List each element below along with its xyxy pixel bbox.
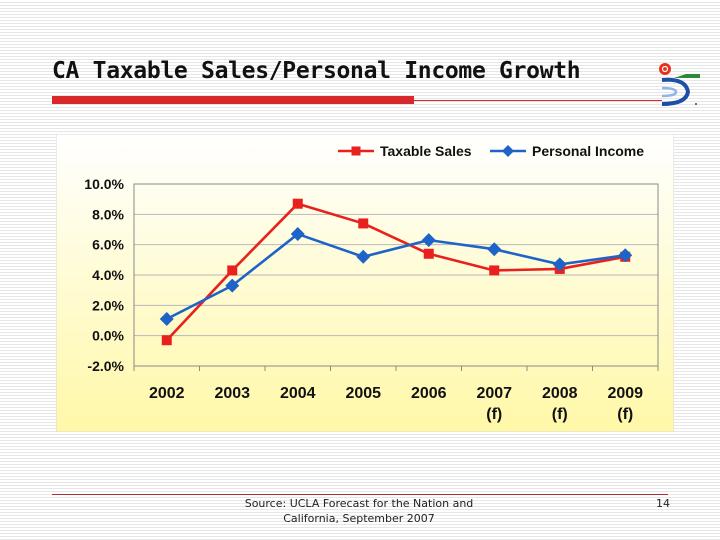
- data-point: [421, 233, 436, 248]
- data-point: [423, 248, 434, 259]
- y-tick-label: -2.0%: [87, 358, 124, 374]
- source-note: Source: UCLA Forecast for the Nation and…: [225, 496, 493, 526]
- y-tick-label: 10.0%: [84, 176, 124, 192]
- series-lines: [159, 198, 633, 346]
- line-chart: 10.0% 8.0% 6.0% 4.0% 2.0% 0.0% -2.0% 2002 2003 20…: [56, 134, 674, 432]
- chart-panel: 10.0% 8.0% 6.0% 4.0% 2.0% 0.0% -2.0% 2002 2003 20…: [56, 134, 674, 432]
- x-tick-label: 2005: [345, 385, 381, 402]
- data-point: [356, 249, 371, 264]
- data-point: [618, 248, 633, 263]
- y-tick-label: 8.0%: [92, 206, 124, 222]
- legend-marker: [502, 145, 514, 157]
- y-tick-label: 2.0%: [92, 297, 124, 313]
- data-point: [159, 311, 174, 326]
- legend-label: Taxable Sales: [380, 143, 472, 159]
- x-tick-label: 2009 (f): [607, 385, 643, 423]
- legend: Taxable Sales Personal Income: [338, 143, 644, 159]
- source-line-1: Source: UCLA Forecast for the Nation and: [244, 497, 474, 510]
- x-tick-label: 2007 (f): [476, 385, 512, 423]
- data-point: [487, 242, 502, 257]
- title-underline-bar: [52, 96, 414, 104]
- x-tick-label: 2003: [214, 385, 250, 402]
- axes: 10.0% 8.0% 6.0% 4.0% 2.0% 0.0% -2.0% 2002 2003 20…: [84, 176, 659, 423]
- x-tick-label: 2004: [280, 385, 316, 402]
- legend-marker: [351, 146, 361, 156]
- series-line: [166, 232, 626, 321]
- y-tick-label: 6.0%: [92, 237, 124, 253]
- data-point: [227, 265, 238, 276]
- x-tick-label: 2002: [149, 385, 185, 402]
- y-tick-label: 4.0%: [92, 267, 124, 283]
- data-point: [358, 218, 369, 229]
- data-point: [292, 198, 303, 209]
- slide-title: CA Taxable Sales/Personal Income Growth: [52, 58, 581, 84]
- data-point: [552, 257, 567, 272]
- title-underline-rule: [414, 100, 662, 101]
- footer-rule: [52, 494, 668, 495]
- company-logo-icon: [659, 63, 700, 106]
- series-line: [165, 202, 626, 342]
- x-tick-label: 2006: [411, 385, 447, 402]
- data-point: [290, 227, 305, 242]
- data-point: [161, 335, 172, 346]
- y-tick-label: 0.0%: [92, 328, 124, 344]
- legend-label: Personal Income: [532, 143, 644, 159]
- data-point: [489, 265, 500, 276]
- data-point: [225, 278, 240, 293]
- page-number: 14: [656, 497, 670, 510]
- source-line-2: California, September 2007: [283, 512, 435, 525]
- x-tick-label: 2008 (f): [542, 385, 578, 423]
